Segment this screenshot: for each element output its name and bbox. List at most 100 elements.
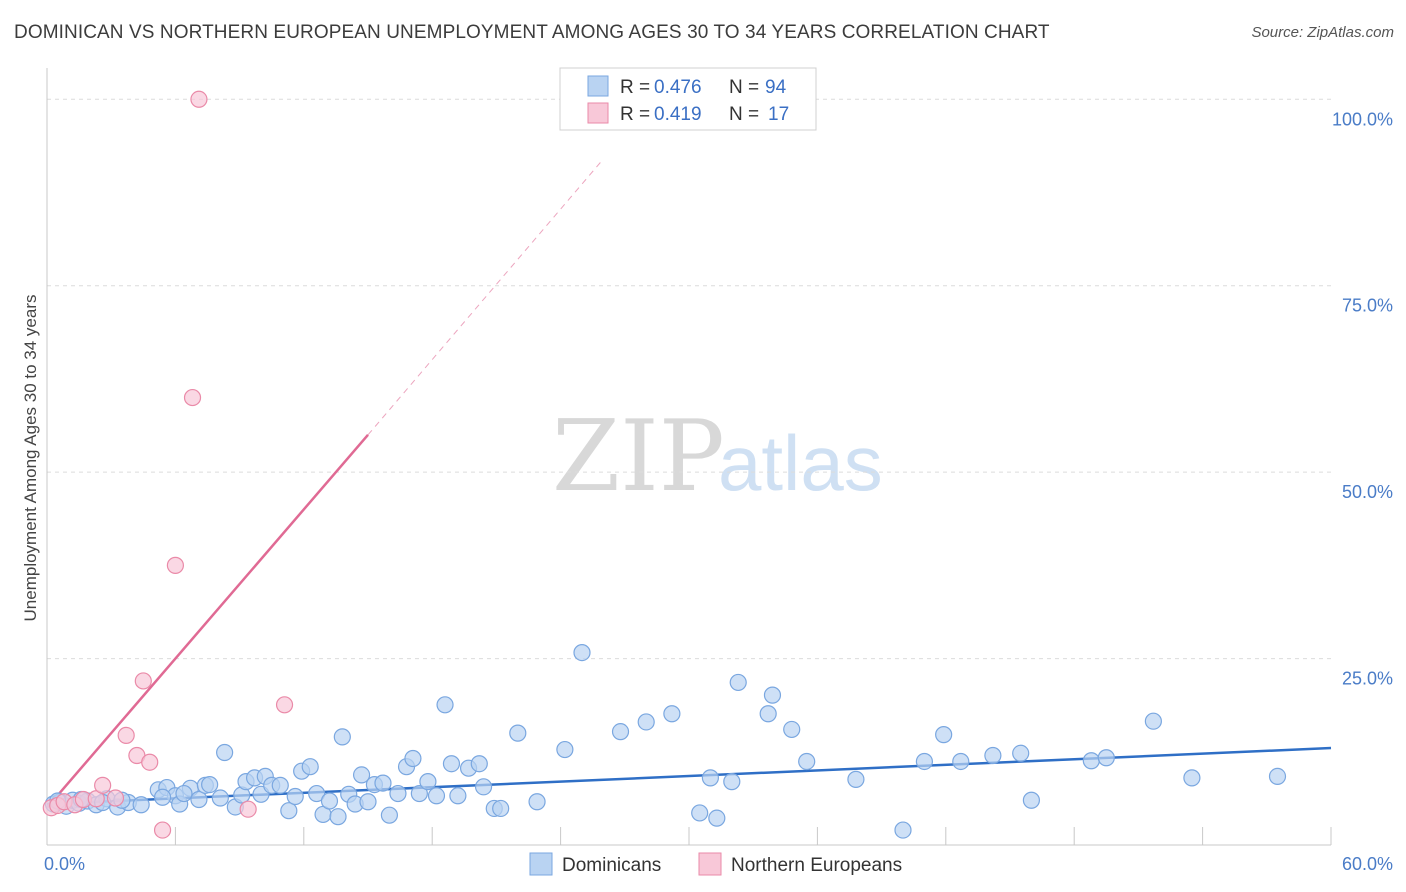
tick-labels: 25.0% 50.0% 75.0% 100.0% 0.0% 60.0% <box>44 109 1393 874</box>
axes <box>46 68 1332 846</box>
trend-line-pink <box>46 434 369 809</box>
data-point-blue <box>419 773 437 791</box>
legend-r-label: R = <box>620 77 650 98</box>
data-point-blue <box>1082 752 1100 770</box>
legend-n-value: 17 <box>768 104 789 125</box>
data-point-blue <box>442 755 461 773</box>
data-point-pink <box>94 776 112 794</box>
data-point-blue <box>1022 791 1041 809</box>
data-point-blue <box>301 758 319 776</box>
data-point-blue <box>308 784 326 803</box>
legend-swatch-northern-europeans <box>587 102 609 124</box>
bottom-legend-swatch-northern-europeans <box>698 852 722 876</box>
x-tick-label: 60.0% <box>1342 854 1393 874</box>
data-point-blue <box>474 778 493 796</box>
data-point-blue <box>611 723 630 741</box>
data-point-blue <box>894 821 912 839</box>
data-point-blue <box>271 776 289 794</box>
data-point-blue <box>404 749 422 768</box>
data-point-blue <box>190 790 208 809</box>
legend-r-label: R = <box>620 104 650 125</box>
data-point-blue <box>436 696 454 714</box>
data-point-blue <box>216 743 234 762</box>
data-point-blue <box>663 705 681 723</box>
data-point-blue <box>449 787 467 805</box>
y-tick-label: 100.0% <box>1332 109 1393 129</box>
legend-r-value: 0.419 <box>654 104 702 125</box>
y-tick-label: 75.0% <box>1342 296 1393 316</box>
data-point-blue <box>798 752 816 771</box>
data-point-blue <box>509 724 527 742</box>
bottom-legend: Dominicans Northern Europeans <box>529 852 902 876</box>
legend-n-label: N = <box>729 77 759 98</box>
bottom-legend-swatch-dominicans <box>529 852 553 876</box>
data-point-blue <box>708 809 726 827</box>
data-point-blue <box>935 726 953 744</box>
data-point-pink <box>190 90 208 108</box>
data-point-blue <box>175 784 193 803</box>
bottom-legend-northern-europeans: Northern Europeans <box>731 855 902 876</box>
data-point-pink <box>106 789 125 807</box>
data-point-blue <box>952 752 970 771</box>
data-point-blue <box>211 789 229 807</box>
data-point-blue <box>1268 767 1287 785</box>
x-tick-label: 0.0% <box>44 854 85 874</box>
data-point-pink <box>275 696 294 714</box>
legend-n-value: 94 <box>765 77 787 98</box>
data-point-blue <box>286 787 304 806</box>
legend-n-label: N = <box>729 104 759 125</box>
data-point-blue <box>573 644 591 662</box>
data-point-blue <box>153 788 172 806</box>
data-point-blue <box>374 774 392 792</box>
data-point-blue <box>410 784 428 803</box>
y-tick-label: 25.0% <box>1342 669 1393 689</box>
data-point-blue <box>637 713 655 731</box>
data-point-blue <box>132 796 150 814</box>
legend-swatch-dominicans <box>587 75 609 97</box>
data-point-blue <box>763 686 782 704</box>
data-point-blue <box>352 766 371 784</box>
y-tick-label: 50.0% <box>1342 482 1393 502</box>
data-points <box>42 90 1287 839</box>
data-point-pink <box>239 800 257 818</box>
data-point-pink <box>166 556 184 574</box>
trend-extension-pink <box>367 158 604 436</box>
data-point-blue <box>320 792 339 810</box>
data-point-blue <box>470 755 488 773</box>
data-point-blue <box>528 793 546 811</box>
data-point-blue <box>329 808 347 826</box>
data-point-pink <box>117 726 135 744</box>
data-point-blue <box>915 752 934 771</box>
data-point-blue <box>389 784 407 803</box>
watermark-zip: ZIP <box>552 400 725 514</box>
watermark-atlas: atlas <box>718 419 883 507</box>
data-point-blue <box>201 775 219 794</box>
source-note: Source: ZipAtlas.com <box>1251 24 1394 41</box>
data-point-blue <box>380 806 398 824</box>
data-point-blue <box>847 770 865 788</box>
chart-title: DOMINICAN VS NORTHERN EUROPEAN UNEMPLOYM… <box>14 22 1050 43</box>
bottom-legend-dominicans: Dominicans <box>562 855 661 876</box>
data-point-blue <box>333 728 351 746</box>
data-point-blue <box>280 802 298 820</box>
data-point-pink <box>134 672 152 690</box>
data-point-blue <box>1144 712 1162 730</box>
y-axis-label: Unemployment Among Ages 30 to 34 years <box>21 295 40 622</box>
data-point-blue <box>701 769 720 787</box>
data-point-blue <box>783 720 801 739</box>
data-point-blue <box>556 740 574 759</box>
grid-lines <box>47 98 1331 660</box>
data-point-blue <box>427 787 446 805</box>
data-point-pink <box>141 753 159 771</box>
data-point-blue <box>359 793 377 811</box>
data-point-blue <box>1012 744 1030 762</box>
legend-r-value: 0.476 <box>654 77 702 98</box>
data-point-blue <box>1183 769 1201 787</box>
legend: R = 0.476 N = 94 R = 0.419 N = 17 <box>559 67 817 131</box>
data-point-pink <box>183 388 202 407</box>
data-point-blue <box>723 773 741 791</box>
data-point-blue <box>492 799 510 818</box>
data-point-blue <box>759 705 777 723</box>
data-point-pink <box>153 821 172 839</box>
